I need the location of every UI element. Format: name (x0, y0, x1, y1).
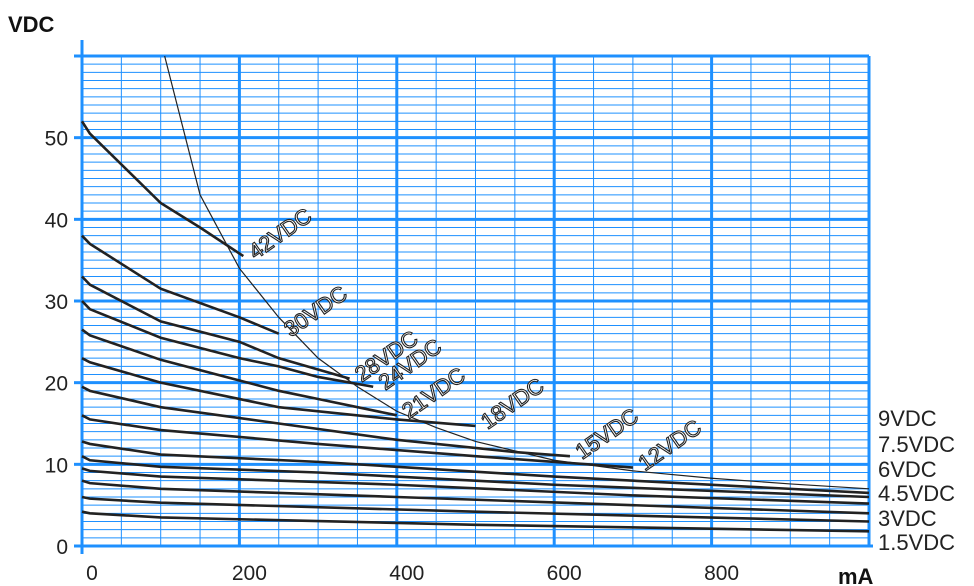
label-group-30VDC: 30VDC (279, 280, 353, 342)
curve-3VDC (81, 495, 870, 523)
y-axis-label: VDC (8, 12, 55, 37)
curve-label-4.5VDC: 4.5VDC (878, 481, 955, 506)
curve-30VDC (81, 234, 280, 335)
y-tick-label: 20 (45, 373, 68, 396)
y-tick-label: 30 (45, 291, 68, 314)
x-tick-label: 200 (232, 562, 267, 585)
curve-label-15VDC: 15VDC (570, 403, 643, 464)
x-tick-label: 800 (704, 562, 739, 585)
curve-1.5VDC (81, 510, 870, 533)
x-axis-label: mA (838, 564, 874, 586)
series-curves (80, 120, 870, 533)
curve-label-9VDC: 9VDC (878, 406, 937, 431)
limit-curve-group (164, 55, 870, 490)
curve-15VDC (81, 385, 571, 458)
label-group-42VDC: 42VDC (243, 202, 317, 264)
curve-label-1.5VDC: 1.5VDC (878, 530, 955, 555)
curve-42VDC (80, 120, 245, 258)
curve-label-6VDC: 6VDC (878, 457, 937, 482)
axes (74, 40, 873, 554)
label-group-15VDC: 15VDC (570, 402, 644, 464)
y-tick-label: 0 (56, 536, 68, 559)
curve-28VDC (81, 275, 350, 380)
curve-18VDC (81, 357, 476, 428)
tick-labels: 0 10 20 30 40 50 0 200 400 600 800 (45, 128, 739, 585)
curve-9VDC (81, 440, 870, 495)
curve-6VDC (81, 467, 870, 505)
curve-12VDC (81, 414, 633, 469)
y-tick-label: 40 (45, 209, 68, 232)
curve-4.5VDC (81, 479, 870, 515)
curve-label-42VDC: 42VDC (244, 203, 317, 264)
curve-label-3VDC: 3VDC (878, 506, 937, 531)
curve-24VDC (81, 300, 374, 389)
curve-21VDC (81, 328, 398, 417)
y-tick-label: 50 (45, 128, 68, 151)
limit-curve (164, 55, 870, 490)
curve-label-30VDC: 30VDC (279, 281, 352, 342)
x-tick-label: 0 (86, 562, 98, 585)
y-tick-label: 10 (45, 454, 68, 477)
x-tick-label: 600 (547, 562, 582, 585)
x-tick-label: 400 (389, 562, 424, 585)
curve-7.5VDC (81, 455, 870, 499)
curve-label-7.5VDC: 7.5VDC (878, 432, 955, 457)
